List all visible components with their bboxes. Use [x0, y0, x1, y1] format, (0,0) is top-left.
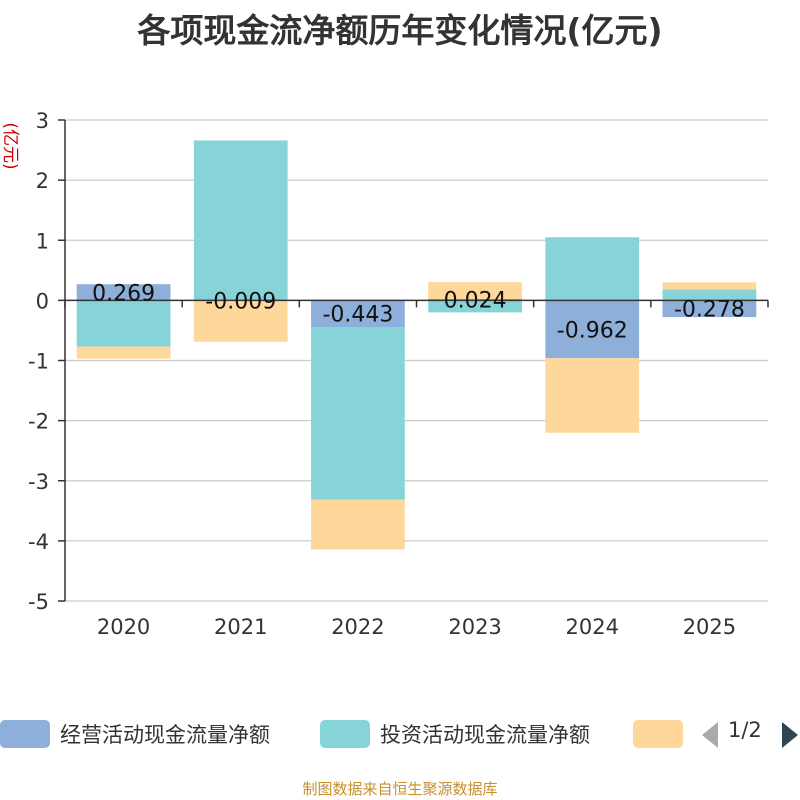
y-tick-label: -5: [28, 590, 49, 614]
y-tick-label: 0: [36, 289, 49, 313]
legend-item-operating[interactable]: 经营活动现金流量净额: [0, 718, 270, 750]
chart-title: 各项现金流净额历年变化情况(亿元): [137, 11, 663, 50]
bar-0-2020[interactable]: [76, 284, 171, 301]
bar-1-2025[interactable]: [662, 289, 757, 301]
bar-2-2025[interactable]: [662, 282, 757, 290]
bar-2-2024[interactable]: [545, 358, 640, 433]
bar-1-2022[interactable]: [311, 327, 405, 500]
x-tick-label: 2025: [683, 615, 736, 639]
bar-chart: 3 2 1 0 -1 -2 -3 -4 -5 (亿元) 2020 2021 2022 2023 2024 20…: [0, 109, 769, 639]
bar-2-2021[interactable]: [193, 300, 288, 342]
bar-2-2022[interactable]: [311, 499, 405, 550]
legend-swatch-investing: [320, 720, 370, 748]
triangle-right-icon[interactable]: [776, 719, 800, 751]
legend-label-operating: 经营活动现金流量净额: [60, 723, 270, 747]
legend-item-investing[interactable]: 投资活动现金流量净额: [320, 718, 590, 750]
y-axis-label: (亿元): [0, 122, 20, 169]
data-label: -0.962: [557, 318, 628, 343]
y-tick-label: 1: [36, 229, 49, 253]
y-tick-label: 2: [36, 169, 49, 193]
x-tick-label: 2024: [566, 615, 619, 639]
y-tick-label: -4: [28, 530, 49, 554]
legend-label-investing: 投资活动现金流量净额: [380, 723, 590, 747]
y-tick-label: -1: [28, 350, 49, 374]
bar-1-2021[interactable]: [193, 140, 288, 301]
legend-item-financing[interactable]: [633, 718, 693, 750]
bar-0-2022[interactable]: [311, 300, 405, 328]
y-tick-label: 3: [36, 109, 49, 133]
data-label: -0.278: [674, 298, 745, 323]
data-label: 0.269: [92, 281, 155, 306]
data-label: -0.009: [205, 290, 276, 315]
bar-0-2025[interactable]: [662, 300, 757, 318]
y-tick-label: -2: [28, 410, 49, 434]
bar-1-2024[interactable]: [545, 237, 640, 301]
bar-2-2023[interactable]: [428, 282, 522, 299]
legend-swatch-operating: [0, 720, 50, 748]
triangle-left-icon[interactable]: [700, 719, 724, 751]
bar-2-2020[interactable]: [76, 346, 171, 359]
data-label: 0.024: [444, 289, 507, 314]
bar-0-2024[interactable]: [545, 300, 640, 359]
y-tick-label: -3: [28, 470, 49, 494]
data-label: -0.443: [322, 303, 393, 328]
bar-1-2023[interactable]: [428, 300, 522, 313]
legend-page-indicator: 1/2: [728, 718, 762, 742]
source-note: 制图数据来自恒生聚源数据库: [302, 780, 498, 798]
x-tick-label: 2023: [448, 615, 501, 639]
bar-1-2020[interactable]: [76, 300, 171, 347]
x-tick-label: 2022: [331, 615, 384, 639]
legend-swatch-financing: [633, 720, 683, 748]
x-tick-label: 2021: [214, 615, 267, 639]
x-tick-label: 2020: [97, 615, 150, 639]
